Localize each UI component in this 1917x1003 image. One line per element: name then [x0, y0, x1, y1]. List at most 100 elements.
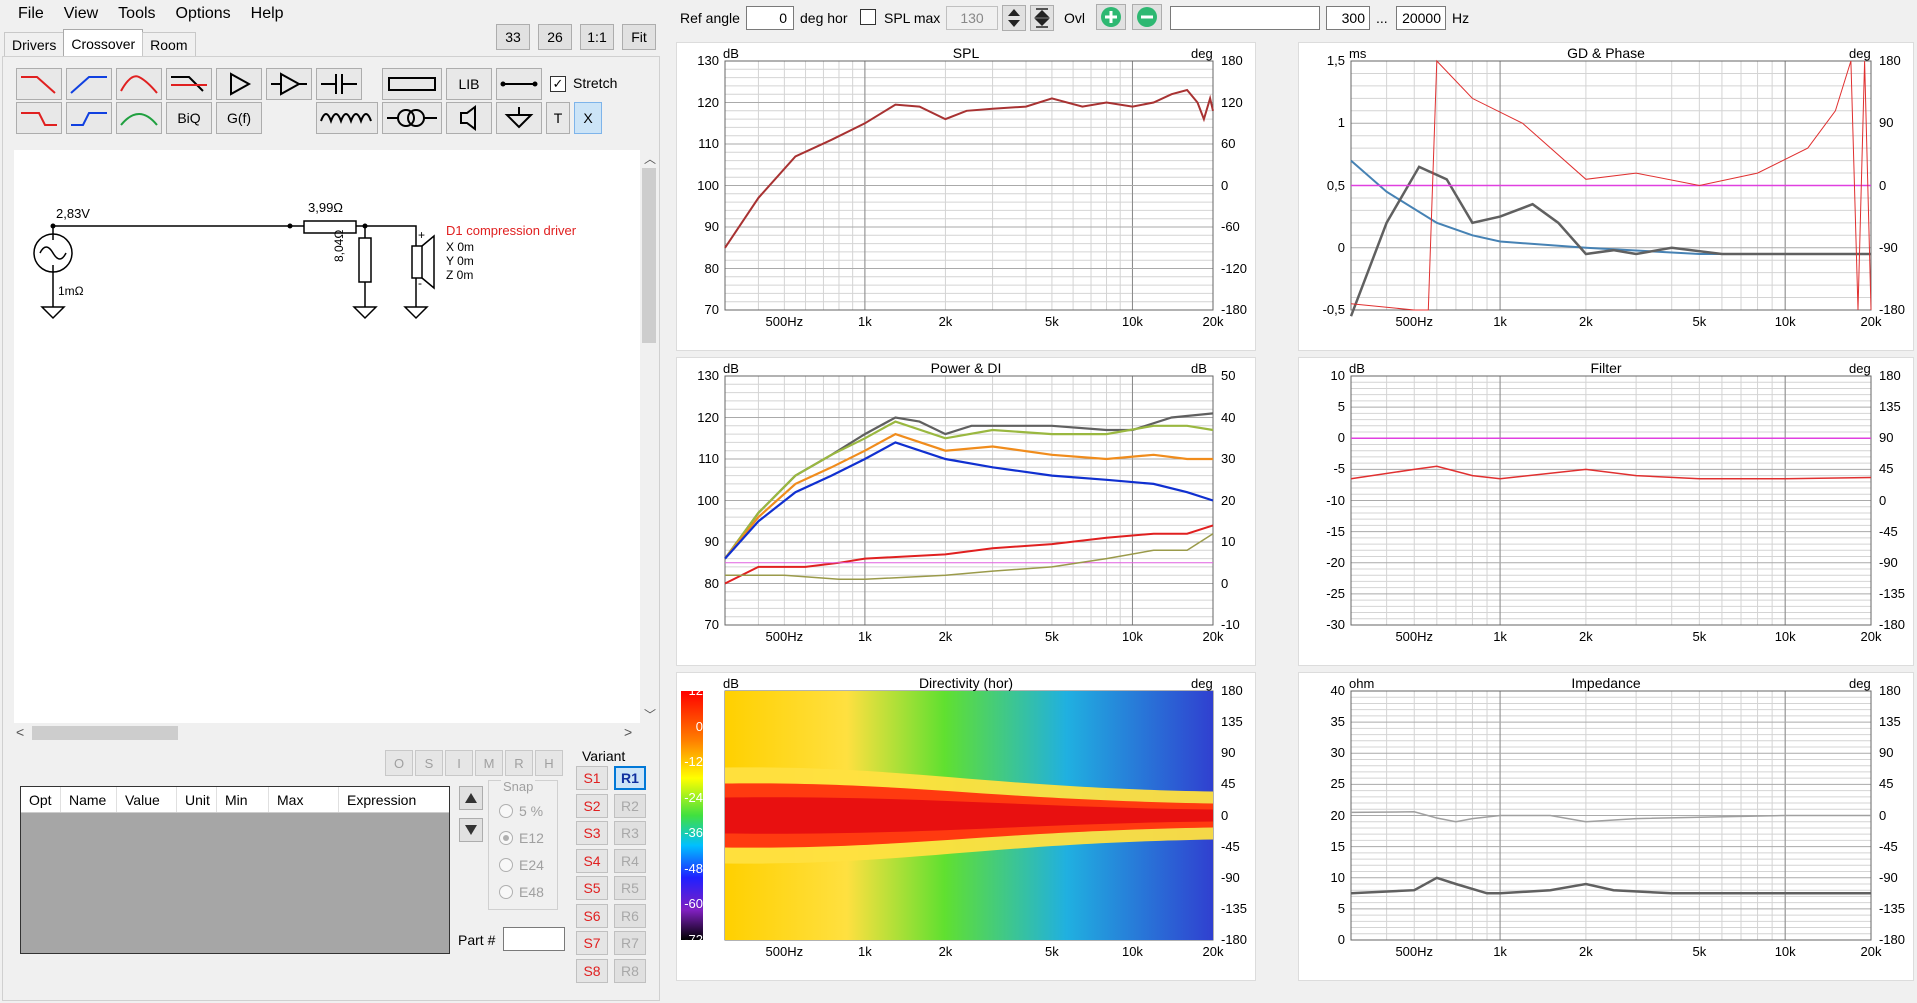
variant-s8-button[interactable]: S8	[576, 958, 608, 983]
snap-option-e48[interactable]: E48	[489, 878, 557, 905]
imp-graph-panel[interactable]: Impedance ohm deg 40 35 30 25 20 15 10 5 0 180 135 90 4…	[1298, 672, 1914, 981]
overlay-remove-button[interactable]	[1132, 4, 1162, 30]
overlay-input[interactable]	[1170, 6, 1320, 30]
opt-i-button[interactable]: I	[445, 750, 473, 776]
zoom-33-button[interactable]: 33	[496, 24, 530, 50]
vertical-scroll-thumb[interactable]	[642, 168, 656, 343]
min-max-icon	[1034, 8, 1050, 28]
variant-r2-button[interactable]: R2	[614, 793, 646, 818]
stretch-checkbox[interactable]: ✓	[550, 76, 566, 92]
opt-h-button[interactable]: H	[535, 750, 563, 776]
tab-room[interactable]: Room	[142, 32, 196, 57]
variant-r6-button[interactable]: R6	[614, 903, 646, 928]
driver-y-label: Y 0m	[446, 254, 474, 268]
scroll-left-icon[interactable]: <	[16, 724, 25, 740]
tab-drivers[interactable]: Drivers	[4, 32, 65, 57]
overlay-add-button[interactable]	[1096, 4, 1126, 30]
variant-r3-button[interactable]: R3	[614, 821, 646, 845]
opt-o-button[interactable]: O	[385, 750, 413, 776]
variant-s5-button[interactable]: S5	[576, 876, 608, 900]
variant-r8-button[interactable]: R8	[614, 958, 646, 983]
library-button[interactable]: LIB	[446, 68, 492, 100]
variant-s3-button[interactable]: S3	[576, 821, 608, 845]
zoom-fit-button[interactable]: Fit	[622, 24, 656, 50]
gf-button[interactable]: G(f)	[216, 102, 262, 134]
horizontal-scroll-thumb[interactable]	[32, 726, 178, 740]
spl-max-checkbox[interactable]	[860, 9, 876, 25]
opt-m-button[interactable]: M	[475, 750, 503, 776]
wire-button[interactable]	[496, 68, 542, 100]
filter-xtick: 10k	[1774, 629, 1796, 644]
variant-s7-button[interactable]: S7	[576, 931, 608, 955]
variant-s4-button[interactable]: S4	[576, 848, 608, 873]
dir-graph-panel[interactable]: Directivity (hor) dB deg 12 0 -12 -24 -36 -48 -60…	[676, 672, 1256, 981]
zoom-26-button[interactable]: 26	[538, 24, 572, 50]
inductor-button[interactable]	[316, 102, 378, 134]
menu-options[interactable]: Options	[175, 5, 231, 22]
spl-rtick: -120	[1221, 260, 1248, 276]
bandpass-green-button[interactable]	[116, 102, 162, 134]
part-number-input[interactable]	[503, 927, 565, 951]
power-xtick: 500Hz	[765, 629, 804, 644]
biquad-button[interactable]: BiQ	[166, 102, 212, 134]
x-button[interactable]: X	[574, 102, 602, 134]
power-graph-panel[interactable]: Power & DI dB dB 130 120 110 100 90 80 70 50 40 30 20…	[676, 357, 1256, 666]
zoom-1to1-button[interactable]: 1:1	[580, 24, 614, 50]
opamp-button[interactable]	[266, 68, 312, 100]
menu-help[interactable]: Help	[250, 5, 284, 22]
menu-view[interactable]: View	[63, 5, 99, 22]
spl-minmax-button[interactable]	[1030, 5, 1054, 31]
dir-ytick: -48	[684, 860, 703, 876]
snap-option-5pct[interactable]: 5 %	[489, 797, 557, 824]
filter-graph-panel[interactable]: Filter dB deg 10 5 0 -5 -10 -15 -20 -25 -30 180 135 90…	[1298, 357, 1914, 666]
variant-r5-button[interactable]: R5	[614, 876, 646, 900]
spl-max-input[interactable]: 130	[946, 6, 998, 30]
opt-s-button[interactable]: S	[415, 750, 443, 776]
lowpass-red-button[interactable]	[16, 68, 62, 100]
optimizer-table[interactable]: Opt Name Value Unit Min Max Expression	[20, 786, 450, 954]
snap-option-e12[interactable]: E12	[489, 824, 557, 851]
variant-r1-button[interactable]: R1	[614, 766, 646, 790]
dir-xtick: 500Hz	[765, 944, 804, 959]
resistor-button[interactable]	[382, 68, 442, 100]
bandpass-red-button[interactable]	[116, 68, 162, 100]
power-ytick: 80	[704, 575, 719, 591]
amplifier-button[interactable]	[216, 68, 262, 100]
variant-s1-button[interactable]: S1	[576, 766, 608, 790]
capacitor-button[interactable]	[316, 68, 362, 100]
text-button[interactable]: T	[546, 102, 570, 134]
freq-low-input[interactable]: 300	[1326, 6, 1370, 30]
schematic-canvas[interactable]: 2,83V 1mΩ 3,99Ω 8,04Ω + - D1 compression…	[14, 150, 640, 723]
move-up-button[interactable]	[459, 786, 483, 810]
power-ytick: 90	[704, 534, 719, 549]
scroll-right-icon[interactable]: >	[624, 724, 633, 740]
impedance-magnitude-curve	[1350, 876, 1871, 895]
variant-r7-button[interactable]: R7	[614, 931, 646, 955]
lowpass-red-2-button[interactable]	[16, 102, 62, 134]
ref-angle-input[interactable]: 0	[746, 6, 794, 30]
variant-r4-button[interactable]: R4	[614, 848, 646, 873]
tab-crossover[interactable]: Crossover	[63, 29, 144, 57]
menu-file[interactable]: File	[18, 5, 44, 22]
move-down-button[interactable]	[459, 818, 483, 842]
variant-s6-button[interactable]: S6	[576, 903, 608, 928]
transformer-button[interactable]	[382, 102, 442, 134]
speaker-button[interactable]	[446, 102, 492, 134]
snap-option-e24[interactable]: E24	[489, 851, 557, 878]
gd-rtick: -180	[1879, 302, 1906, 317]
opt-r-button[interactable]: R	[505, 750, 533, 776]
gd-graph-panel[interactable]: GD & Phase ms deg 1,5 1 0,5 0 -0,5 180 90 0 -90 -180…	[1298, 42, 1914, 351]
driver-x-label: X 0m	[446, 240, 475, 254]
ground-button[interactable]	[496, 102, 542, 134]
scroll-up-icon[interactable]: ︿	[644, 152, 657, 166]
highpass-blue-button[interactable]	[66, 68, 112, 100]
filter-xtick: 5k	[1692, 629, 1707, 644]
menu-tools[interactable]: Tools	[118, 5, 156, 22]
variant-s2-button[interactable]: S2	[576, 793, 608, 818]
scroll-down-icon[interactable]: ﹀	[644, 708, 657, 722]
highpass-blue-2-button[interactable]	[66, 102, 112, 134]
spl-up-down-button[interactable]	[1002, 5, 1026, 31]
spl-graph-panel[interactable]: SPL dB deg 130 120 110 100 90 80 70 180 120 60 0 -60 -1…	[676, 42, 1256, 351]
allpass-button[interactable]	[166, 68, 212, 100]
freq-high-input[interactable]: 20000	[1396, 6, 1446, 30]
